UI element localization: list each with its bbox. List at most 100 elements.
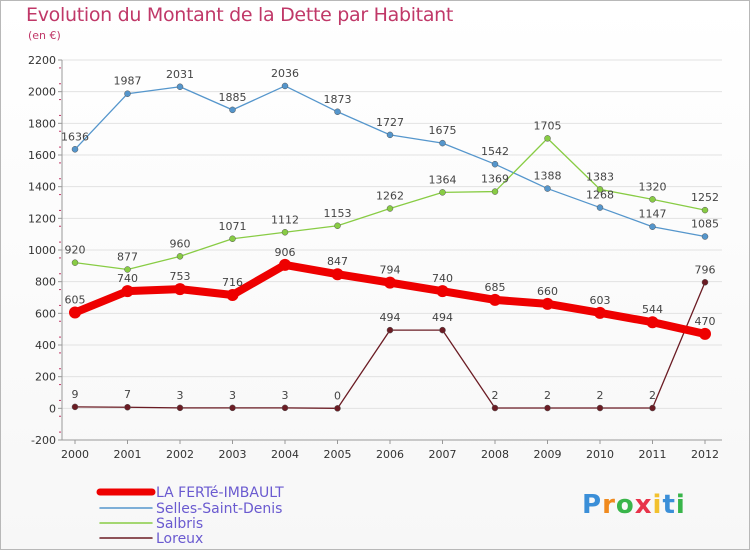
x-tick-label: 2006 [376,448,404,461]
proxiti-logo: Proxiti [582,490,686,520]
data-point [649,196,656,203]
data-point [701,279,709,286]
data-point [491,404,499,412]
data-point [701,206,709,214]
data-label: 1542 [481,145,509,158]
data-label: 906 [275,246,296,259]
data-point [439,139,446,147]
data-point [646,316,659,329]
data-point [596,186,604,193]
data-point [71,403,79,411]
data-point [699,327,711,340]
data-label: 740 [432,272,453,285]
legend-label: Loreux [156,531,203,547]
data-point [596,204,604,211]
y-tick-label: 1800 [28,117,56,130]
data-label: 1147 [639,208,667,221]
data-label: 1369 [481,173,509,186]
data-label: 716 [222,276,243,289]
data-point [596,404,604,412]
data-label: 1085 [691,218,719,231]
x-tick-label: 2003 [219,448,247,461]
data-point [544,135,551,142]
data-label: 2031 [166,68,194,81]
y-tick-label: 2000 [28,86,56,99]
data-point [386,205,394,212]
y-tick-label: 600 [35,307,56,320]
data-point [69,306,81,319]
data-point [491,160,499,168]
data-label: 1636 [61,130,89,143]
legend-label: Salbris [156,516,203,532]
data-point [176,404,184,412]
x-tick-label: 2009 [534,448,562,461]
data-point [281,229,289,236]
data-label: 794 [380,264,401,277]
data-point [541,297,554,310]
data-point [439,189,446,196]
y-tick-label: 1600 [28,149,56,162]
data-label: 685 [485,281,506,294]
data-point [334,405,341,412]
data-point [124,90,131,97]
data-label: 1262 [376,190,404,203]
data-label: 920 [65,244,86,257]
data-point [334,222,341,230]
y-tick-label: 1400 [28,181,56,194]
data-point [229,404,236,412]
data-label: 796 [695,263,716,276]
data-point [281,82,289,90]
data-label: 877 [117,250,138,263]
data-label: 1727 [376,116,404,129]
x-tick-label: 2001 [114,448,142,461]
data-point [176,83,184,91]
data-label: 1320 [639,180,667,193]
data-label: 1268 [586,189,614,202]
legend-label: LA FERTé-IMBAULT [156,485,284,501]
data-label: 740 [117,272,138,285]
data-point [226,288,239,301]
x-tick-label: 2011 [639,448,667,461]
y-tick-label: -200 [31,434,56,447]
data-label: 1873 [324,93,352,106]
data-label: 3 [282,389,289,402]
data-point [386,326,394,334]
data-label: 3 [229,389,236,402]
chart-title: Evolution du Montant de la Dette par Hab… [26,4,454,26]
series-line [74,85,706,238]
data-label: 2 [597,389,604,402]
data-label: 1252 [691,191,719,204]
data-point [439,326,446,334]
x-tick-label: 2007 [429,448,457,461]
data-point [334,108,341,116]
y-tick-label: 1200 [28,212,56,225]
x-tick-label: 2005 [324,448,352,461]
data-point [71,259,79,266]
data-label: 605 [65,294,86,307]
data-label: 1112 [271,213,299,226]
data-label: 1383 [586,170,614,183]
data-label: 2 [544,389,551,402]
data-label: 9 [72,388,79,401]
y-tick-label: 1000 [28,244,56,257]
legend-label: Selles-Saint-Denis [156,501,282,517]
data-label: 1675 [429,124,457,137]
data-point [544,185,551,192]
data-point [491,188,499,195]
data-label: 0 [334,389,341,402]
x-tick-label: 2002 [166,448,194,461]
data-label: 470 [695,315,716,328]
data-point [281,404,289,412]
data-point [544,404,551,412]
data-label: 2 [492,389,499,402]
data-point [174,283,186,296]
x-tick-label: 2000 [61,448,89,461]
data-point [701,233,709,240]
data-label: 660 [537,285,558,298]
data-label: 2036 [271,67,299,80]
x-tick-label: 2008 [481,448,509,461]
data-point [124,403,131,411]
data-point [229,235,236,243]
data-label: 1153 [324,207,352,220]
